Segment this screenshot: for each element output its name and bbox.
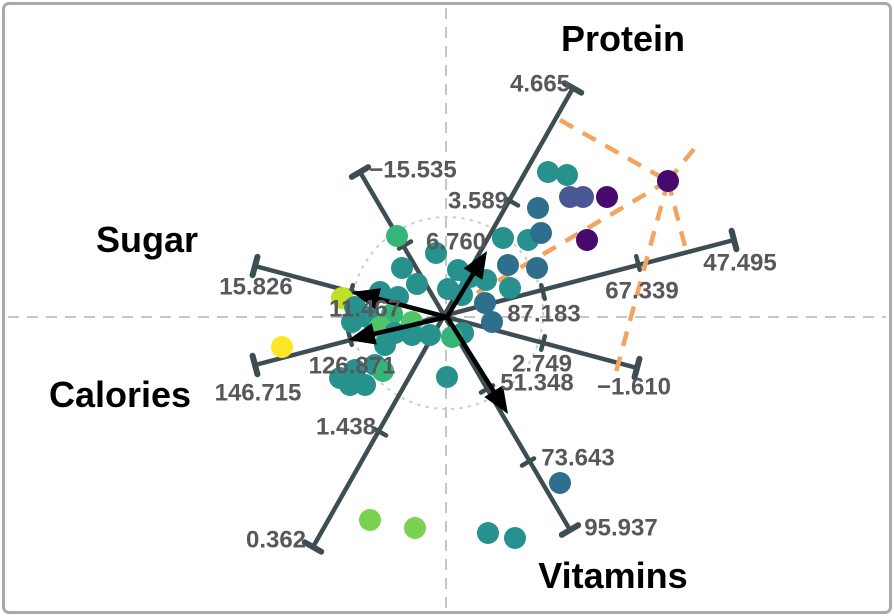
data-point [436,366,458,388]
tick-mark [503,196,521,208]
tick-mark [249,352,261,378]
data-point [504,527,526,549]
tick-mark [301,539,325,555]
data-point [374,334,396,356]
data-point [492,227,514,249]
data-point [341,311,363,333]
highlight-edge [665,180,689,251]
tick-label: 11.467 [329,296,401,323]
data-point [576,229,598,251]
feature-arrow-head-sugar [352,288,381,310]
tick-mark [249,253,261,279]
data-point [474,292,496,314]
tick-mark [538,333,548,353]
tick-mark [558,522,582,538]
data-point [419,324,441,346]
tick-label: −15.535 [369,157,456,184]
data-point [354,374,376,396]
feature-arrow-shaft [365,293,448,320]
data-point [549,472,571,494]
data-point [477,522,499,544]
tick-mark [561,80,585,96]
tick-label: 0.362 [246,527,306,554]
tick-label: 146.715 [215,380,302,407]
data-point [401,324,423,346]
data-point [372,360,394,382]
axis-label-vitamins: Vitamins [538,555,688,596]
tick-label: 15.826 [219,274,292,301]
feature-arrow-head-calories [348,323,377,345]
data-point [526,257,548,279]
data-point [391,257,413,279]
tick-label: 4.665 [510,71,570,98]
data-point [556,164,578,186]
tick-label: −1.610 [597,374,671,401]
data-point [271,336,293,358]
data-point [406,273,428,295]
tick-mark [631,355,643,381]
feature-arrow-shaft [362,314,448,339]
tick-label: 2.749 [512,351,572,378]
axis-label-calories: Calories [48,374,192,415]
data-point [425,242,447,264]
tick-label: 3.589 [448,188,508,215]
tick-label: 73.643 [541,445,614,472]
tick-mark [396,239,414,251]
feature-arrow-head-protein [463,251,487,280]
axis-label-protein: Protein [560,18,686,59]
feature-arrow-head-vitamins [484,385,508,414]
tick-mark [728,227,740,253]
tick-mark [371,426,389,438]
data-point [359,509,381,531]
data-point [572,186,594,208]
tick-mark [538,282,548,302]
feature-arrow-shaft [445,315,502,403]
tick-label: 47.495 [703,250,776,277]
tick-label: 126.871 [309,353,396,380]
data-point [596,186,618,208]
tick-label: 51.348 [500,370,573,397]
axis-label-sugar: Sugar [95,219,199,260]
tick-label: 95.937 [584,515,657,542]
tick-mark [345,328,355,348]
data-point [527,197,549,219]
data-point [497,254,519,276]
highlight-edge [558,118,670,183]
reference-circle [349,215,545,411]
data-point [481,311,503,333]
tick-mark [633,253,643,273]
tick-mark [348,164,372,180]
data-point [404,517,426,539]
data-point [530,222,552,244]
tick-mark [519,456,537,468]
tick-label: 1.438 [316,414,376,441]
data-point [657,170,679,192]
data-point [499,277,521,299]
data-point [537,161,559,183]
data-point [386,225,408,247]
tick-label: 6.760 [426,229,486,256]
tick-label: 87.183 [507,301,580,328]
highlight-edge [613,180,671,373]
tick-label: 67.339 [605,278,678,305]
